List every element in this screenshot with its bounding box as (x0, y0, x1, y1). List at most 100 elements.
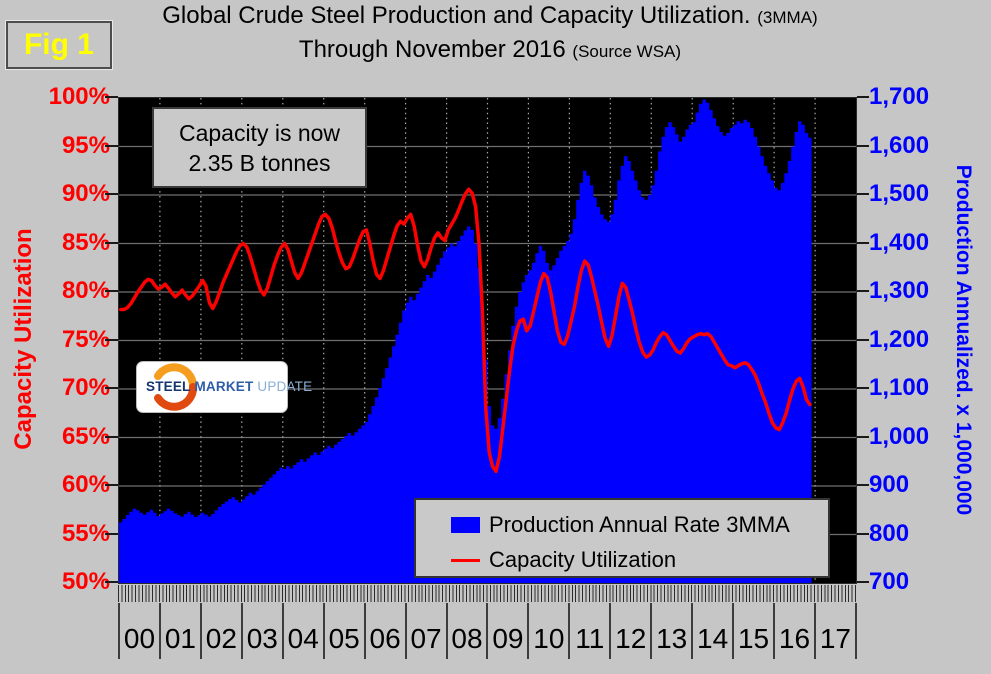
year-cell-13: 13 (650, 603, 691, 659)
left-axis-tickmark (105, 96, 118, 98)
left-axis-tickmark (105, 144, 118, 147)
right-axis-tick-label: 1,100 (869, 374, 930, 401)
year-label: 16 (778, 623, 811, 654)
title-line-2: Through November 2016 (Source WSA) (298, 36, 682, 63)
year-cell-12: 12 (609, 603, 650, 659)
right-axis-tick-label: 1,300 (869, 277, 930, 304)
left-axis-tick-label: 90% (61, 180, 110, 207)
left-axis-tick-label: 60% (61, 471, 110, 498)
year-cell-09: 09 (486, 603, 527, 659)
right-axis-tick-label: 1,200 (869, 325, 930, 353)
year-label: 15 (737, 623, 770, 654)
year-cell-07: 07 (404, 603, 446, 659)
year-cell-16: 16 (773, 603, 814, 659)
year-label: 06 (369, 623, 401, 654)
right-axis-tickmark (857, 532, 869, 535)
legend-item-utilization: Capacity Utilization (451, 547, 676, 573)
right-axis-tick-label: 1,500 (869, 180, 930, 207)
right-axis-tickmark (857, 484, 869, 486)
year-cell-17: 17 (813, 603, 857, 659)
year-label: 01 (164, 623, 196, 654)
right-axis-tickmark (857, 144, 869, 147)
year-label: 17 (819, 623, 851, 654)
year-cell-08: 08 (445, 603, 487, 659)
year-label: 10 (533, 623, 565, 654)
utilization-line-swatch-icon (451, 558, 480, 562)
right-axis-tickmark (857, 581, 869, 583)
capacity-annotation-line1: Capacity is now (178, 119, 341, 146)
x-axis-year-labels: 00 01 02 03 04 05 06 07 08 09 10 11 12 13 14 15 16 17 (118, 603, 857, 659)
left-axis-tickmark (105, 338, 118, 341)
title-note-3mma: (3MMA) (757, 8, 818, 27)
right-axis-title: Production Annualized. x 1,000,000 (952, 164, 975, 516)
year-cell-01: 01 (158, 603, 200, 659)
year-label: 14 (697, 623, 729, 654)
left-axis-tick-label: 70% (61, 374, 110, 401)
left-axis-tick-label: 55% (61, 519, 110, 547)
right-axis-tick-label: 1,600 (869, 131, 930, 159)
chart-title: Global Crude Steel Production and Capaci… (0, 0, 980, 68)
year-cell-14: 14 (691, 603, 732, 659)
right-axis-tick-label: 700 (869, 568, 910, 595)
right-axis-tickmark (857, 387, 869, 389)
logo-wordmark: STEEL MARKET UPDATE (146, 379, 313, 394)
legend: Production Annual Rate 3MMA Capacity Uti… (414, 498, 830, 578)
figure-label-box: Fig 1 (5, 20, 113, 70)
year-cell-15: 15 (732, 603, 773, 659)
capacity-annotation: Capacity is now 2.35 B tonnes (152, 107, 367, 188)
logo-crescent-icon (154, 363, 197, 411)
year-cell-00: 00 (118, 603, 159, 659)
year-cell-05: 05 (322, 603, 364, 659)
left-axis-tick-label: 95% (61, 131, 110, 159)
year-cell-02: 02 (199, 603, 241, 659)
year-cell-04: 04 (281, 603, 323, 659)
year-label: 11 (575, 623, 605, 654)
right-axis-tick-label: 800 (869, 519, 910, 547)
title-note-source: (Source WSA) (572, 42, 682, 61)
right-axis-tick-label: 1,700 (869, 83, 930, 110)
left-axis-tick-label: 75% (61, 325, 110, 353)
year-label: 12 (615, 623, 647, 654)
year-label: 13 (656, 623, 688, 654)
left-axis-tick-label: 65% (61, 422, 110, 450)
plot-area: Capacity is now 2.35 B tonnes STEEL MARK… (118, 97, 857, 584)
year-label: 09 (492, 623, 524, 654)
left-axis-tickmark (105, 581, 118, 583)
left-axis-tickmark (105, 193, 118, 195)
year-cell-11: 11 (568, 603, 609, 659)
year-cell-06: 06 (363, 603, 405, 659)
right-axis-tick-label: 1,000 (869, 422, 930, 450)
left-axis-tickmark (105, 387, 118, 389)
year-cell-03: 03 (240, 603, 282, 659)
x-axis-minor-ticks (118, 585, 857, 602)
right-axis-tickmark (857, 241, 869, 244)
title-line-1: Global Crude Steel Production and Capaci… (162, 2, 818, 29)
capacity-annotation-line2: 2.35 B tonnes (188, 149, 331, 176)
left-axis-tickmark (105, 290, 118, 292)
production-area-series (119, 99, 812, 583)
production-swatch-icon (451, 517, 480, 533)
left-axis-tick-label: 100% (48, 83, 110, 110)
year-label: 07 (410, 623, 442, 654)
left-axis-tickmark (105, 241, 118, 244)
right-axis-tickmark (857, 338, 869, 341)
left-axis-tick-label: 80% (61, 277, 110, 304)
left-axis-tickmark (105, 484, 118, 486)
year-label: 03 (246, 623, 278, 654)
left-axis-tick-label: 50% (61, 568, 110, 595)
right-axis-tickmark (857, 193, 869, 195)
right-axis-tick-label: 1,400 (869, 228, 930, 256)
left-axis-tick-label: 85% (61, 228, 110, 256)
right-axis-tick-label: 900 (869, 471, 910, 498)
legend-item-production: Production Annual Rate 3MMA (451, 512, 790, 538)
year-label: 02 (205, 623, 237, 654)
year-label: 08 (451, 623, 483, 654)
right-axis-tickmark (857, 435, 869, 438)
figure-label: Fig 1 (23, 28, 94, 61)
year-cell-10: 10 (527, 603, 568, 659)
year-label: 00 (123, 623, 156, 654)
year-label: 04 (287, 623, 319, 654)
right-axis-tickmark (857, 96, 869, 98)
steel-market-update-logo: STEEL MARKET UPDATE (136, 361, 312, 413)
